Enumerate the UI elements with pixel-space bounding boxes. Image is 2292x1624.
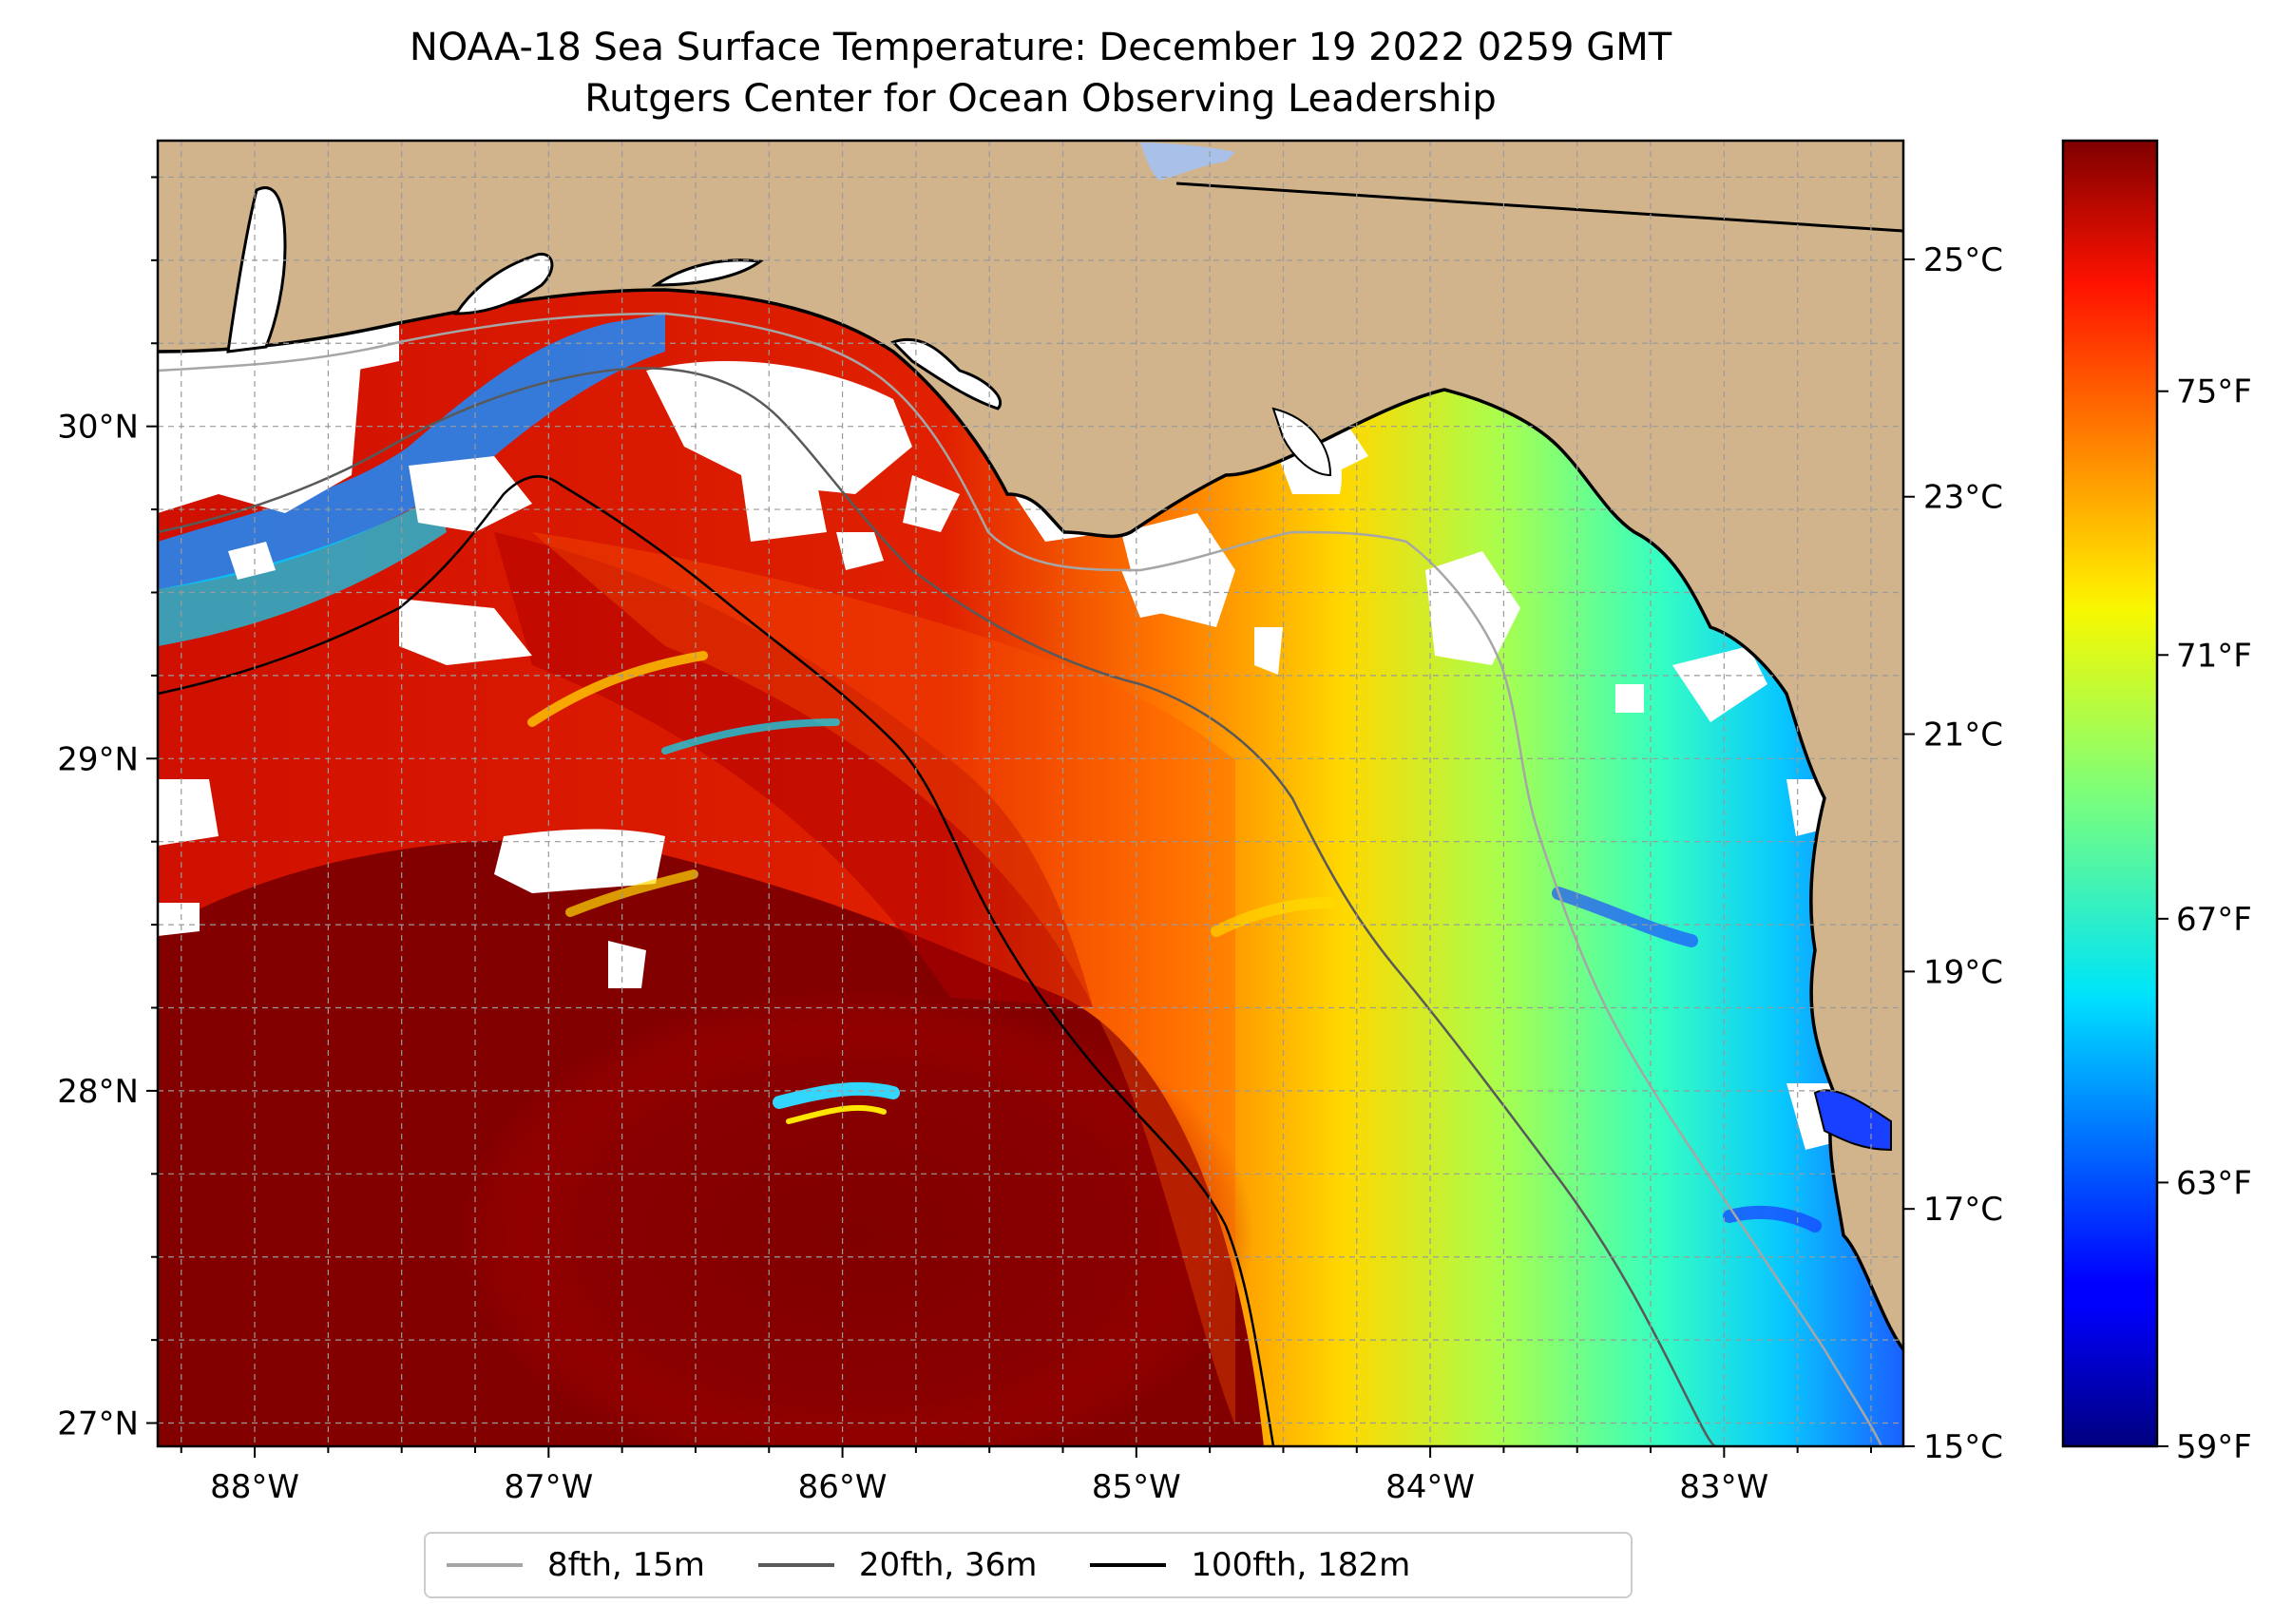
latitude-axis: 30°N 29°N 28°N 27°N — [57, 176, 158, 1443]
legend-label-20fth: 20fth, 36m — [858, 1546, 1038, 1584]
sst-field — [158, 141, 1903, 1446]
legend-label-8fth: 8fth, 15m — [547, 1546, 705, 1584]
lat-tick-label: 29°N — [57, 740, 139, 778]
colorbar-celsius-label: 17°C — [1923, 1191, 2003, 1229]
legend-swatch-20fth — [757, 1563, 834, 1567]
lon-tick-label: 87°W — [504, 1468, 593, 1506]
colorbar-celsius-label: 19°C — [1923, 953, 2003, 991]
contour-100fth — [158, 475, 1275, 1446]
coastline — [158, 288, 1903, 1351]
lat-tick-label: 27°N — [57, 1405, 139, 1443]
legend-item-20fth: 20fth, 36m — [757, 1546, 1038, 1584]
map-title: NOAA-18 Sea Surface Temperature: Decembe… — [409, 26, 1672, 69]
colorbar-fahrenheit-label: 59°F — [2176, 1428, 2252, 1466]
map-gridlines — [158, 141, 1903, 1446]
lat-tick-label: 30°N — [57, 409, 139, 447]
colorbar-fahrenheit-label: 71°F — [2176, 637, 2252, 675]
legend-item-8fth: 8fth, 15m — [447, 1546, 705, 1584]
map-frame — [156, 139, 1905, 1448]
lon-tick-label: 84°W — [1385, 1468, 1475, 1506]
colorbar: 25°C 23°C 21°C 19°C 17°C 15°C 75°F 71°F 67°F 63°… — [1903, 139, 2252, 1466]
colorbar-fahrenheit-ticks: 75°F 71°F 67°F 63°F 59°F — [2157, 373, 2252, 1466]
lon-tick-label: 85°W — [1092, 1468, 1181, 1506]
colorbar-fahrenheit-label: 63°F — [2176, 1164, 2252, 1202]
lon-tick-label: 88°W — [210, 1468, 299, 1506]
lat-tick-label: 28°N — [57, 1073, 139, 1111]
colorbar-celsius-ticks: 25°C 23°C 21°C 19°C 17°C 15°C — [1903, 241, 2003, 1466]
colorbar-celsius-label: 21°C — [1923, 716, 2003, 755]
colorbar-fahrenheit-label: 75°F — [2176, 373, 2252, 411]
lon-tick-label: 83°W — [1679, 1468, 1768, 1506]
legend-label-100fth: 100fth, 182m — [1191, 1546, 1411, 1584]
colorbar-celsius-label: 15°C — [1923, 1428, 2003, 1466]
legend-swatch-100fth — [1090, 1563, 1167, 1567]
colorbar-celsius-label: 25°C — [1923, 241, 2003, 279]
colorbar-frame — [2061, 139, 2159, 1448]
colorbar-celsius-label: 23°C — [1923, 479, 2003, 517]
lon-tick-label: 86°W — [798, 1468, 888, 1506]
colorbar-gradient — [2063, 141, 2157, 1446]
map-subtitle: Rutgers Center for Ocean Observing Leade… — [584, 77, 1497, 121]
legend-swatch-8fth — [447, 1563, 523, 1567]
colorbar-fahrenheit-label: 67°F — [2176, 901, 2252, 939]
sst-filaments — [527, 651, 1822, 1232]
longitude-axis: 88°W 87°W 86°W 85°W 84°W 83°W — [180, 1446, 1872, 1506]
land-north — [158, 141, 1903, 1349]
contour-8fth — [158, 312, 1883, 1446]
contour-legend: 8fth, 15m 20fth, 36m 100fth, 182m — [424, 1532, 1633, 1598]
contour-20fth — [158, 367, 1716, 1446]
legend-item-100fth: 100fth, 182m — [1090, 1546, 1410, 1584]
